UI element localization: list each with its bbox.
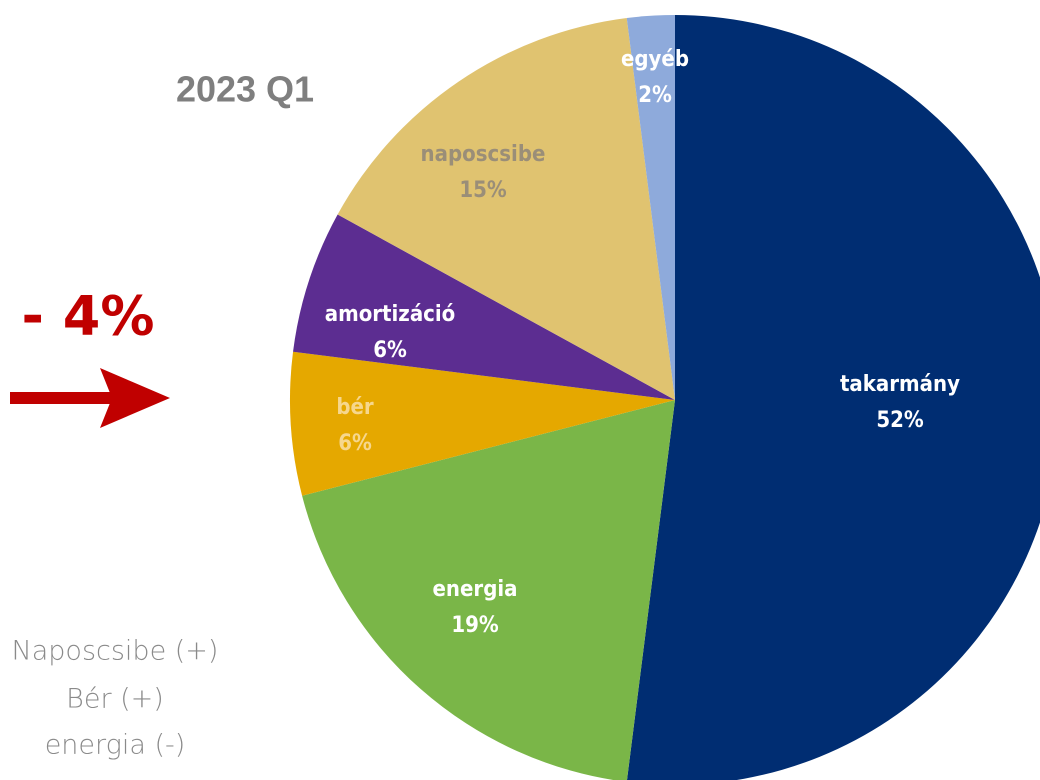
pie-slice: [290, 351, 675, 496]
note: energia (-): [45, 730, 186, 761]
slice-label: amortizáció: [325, 302, 456, 327]
value-label: 6%: [373, 338, 407, 363]
value-label: 52%: [876, 408, 924, 433]
note: Bér (+): [66, 684, 164, 715]
pie: takarmány 52% energia 19% bér 6% amortizáció 6%…: [290, 15, 1040, 780]
arrow-head: [100, 368, 170, 428]
pie-slice: [337, 18, 675, 401]
slice-label: takarmány: [840, 372, 960, 397]
note: Naposcsibe (+): [12, 636, 219, 667]
slice-label: energia: [432, 577, 517, 602]
slice-label: naposcsibe: [421, 142, 546, 167]
pie-slice: [293, 214, 675, 400]
value-label: 6%: [338, 431, 372, 456]
value-label: 19%: [451, 613, 499, 638]
value-label: 2%: [638, 83, 672, 108]
slice-label: egyéb: [621, 47, 689, 72]
change-label: - 4%: [22, 285, 155, 348]
pie-slice: [302, 400, 675, 780]
pie-slice: [626, 15, 675, 400]
slice-label: bér: [336, 395, 374, 420]
pie-slice: [626, 15, 1040, 780]
chart-title: 2023 Q1: [176, 69, 314, 110]
value-label: 15%: [459, 178, 507, 203]
